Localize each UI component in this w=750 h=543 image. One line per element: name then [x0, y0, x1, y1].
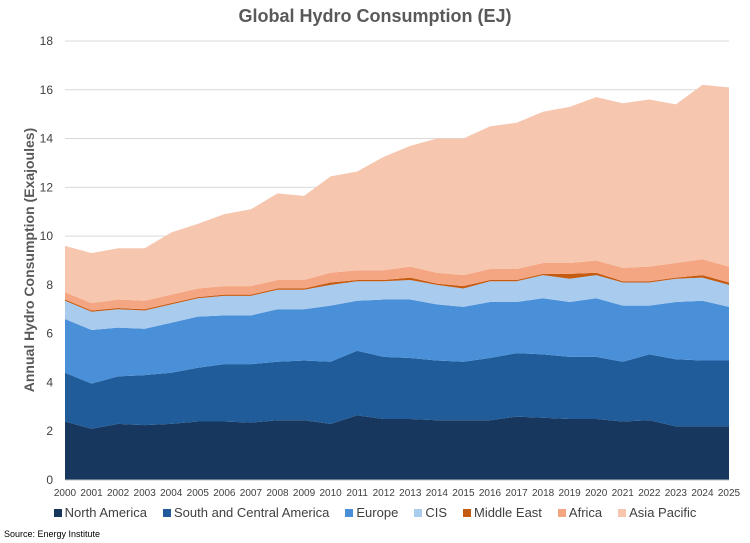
legend-swatch — [462, 508, 471, 517]
legend-swatch — [557, 508, 566, 517]
y-tick-label: 2 — [46, 424, 53, 438]
area-middle-east — [65, 272, 729, 312]
y-tick-label: 18 — [40, 34, 54, 48]
x-tick-label: 2006 — [213, 488, 236, 499]
y-tick-label: 4 — [46, 375, 53, 389]
area-chart: 0 2 4 6 8 10 12 14 16 18 2000 2001 2002 2003 2004 2005… — [21, 34, 741, 499]
x-tick-label: 2007 — [240, 488, 263, 499]
y-axis-title: Annual Hydro Consumption (Exajoules) — [21, 128, 37, 392]
x-tick-label: 2023 — [665, 488, 688, 499]
source-note: Source: Energy Institute — [4, 529, 101, 539]
x-tick-label: 2017 — [505, 488, 528, 499]
x-tick-label: 2008 — [266, 488, 289, 499]
area-series-layer — [65, 84, 729, 480]
area-asia-pacific — [65, 84, 729, 304]
x-tick-label: 2025 — [718, 488, 741, 499]
y-tick-label: 10 — [40, 229, 54, 243]
legend-item: Europe — [345, 505, 398, 520]
area-south-and-central-america — [65, 350, 729, 429]
x-tick-label: 2000 — [54, 488, 77, 499]
chart-title: Global Hydro Consumption (EJ) — [238, 6, 512, 26]
legend-swatch — [163, 508, 172, 517]
x-tick-label: 2018 — [532, 488, 555, 499]
legend-swatch — [618, 508, 627, 517]
x-tick-label: 2022 — [638, 488, 661, 499]
x-tick-label: 2011 — [346, 488, 368, 499]
x-tick-label: 2001 — [80, 488, 103, 499]
area-cis — [65, 275, 729, 331]
x-tick-label: 2016 — [479, 488, 502, 499]
x-tick-label: 2021 — [612, 488, 635, 499]
x-tick-label: 2005 — [187, 488, 210, 499]
legend-swatch — [414, 508, 423, 517]
x-tick-label: 2013 — [399, 488, 422, 499]
area-europe — [65, 298, 729, 384]
y-tick-label: 16 — [40, 83, 54, 97]
legend-item: CIS — [414, 505, 447, 520]
x-tick-label: 2019 — [559, 488, 582, 499]
x-tick-label: 2024 — [691, 488, 714, 499]
x-tick-label: 2014 — [426, 488, 449, 499]
x-tick-label: 2015 — [452, 488, 475, 499]
area-africa — [65, 259, 729, 311]
x-tick-label: 2010 — [319, 488, 342, 499]
legend-label: Europe — [356, 505, 399, 520]
legend-label: Africa — [568, 505, 603, 520]
y-tick-label: 12 — [40, 180, 54, 194]
legend-swatch — [345, 508, 354, 517]
x-tick-label: 2002 — [107, 488, 130, 499]
legend-item: Africa — [557, 505, 603, 520]
legend-item: Asia Pacific — [618, 505, 696, 520]
y-tick-labels: 0 2 4 6 8 10 12 14 16 18 — [40, 34, 54, 487]
x-tick-label: 2004 — [160, 488, 183, 499]
x-tick-label: 2009 — [293, 488, 316, 499]
legend-swatch — [53, 508, 62, 517]
legend-item: North America — [53, 505, 148, 520]
y-tick-label: 6 — [46, 327, 53, 341]
x-tick-label: 2012 — [373, 488, 396, 499]
legend-item: Middle East — [462, 505, 542, 520]
area-north-america — [65, 415, 729, 480]
y-tick-label: 8 — [46, 278, 53, 292]
legend-label: CIS — [425, 505, 447, 520]
x-tick-label: 2020 — [585, 488, 608, 499]
legend-label: North America — [64, 505, 148, 520]
legend-label: South and Central America — [174, 505, 330, 520]
legend-item: South and Central America — [163, 505, 329, 520]
legend-label: Middle East — [473, 505, 542, 520]
legend-label: Asia Pacific — [629, 505, 697, 520]
y-tick-label: 14 — [40, 132, 54, 146]
legend: North America South and Central America Eu… — [0, 505, 750, 520]
y-tick-label: 0 — [46, 473, 53, 487]
x-tick-label: 2003 — [134, 488, 157, 499]
x-tick-labels: 2000 2001 2002 2003 2004 2005 2006 2007 2008 2009… — [54, 488, 741, 499]
